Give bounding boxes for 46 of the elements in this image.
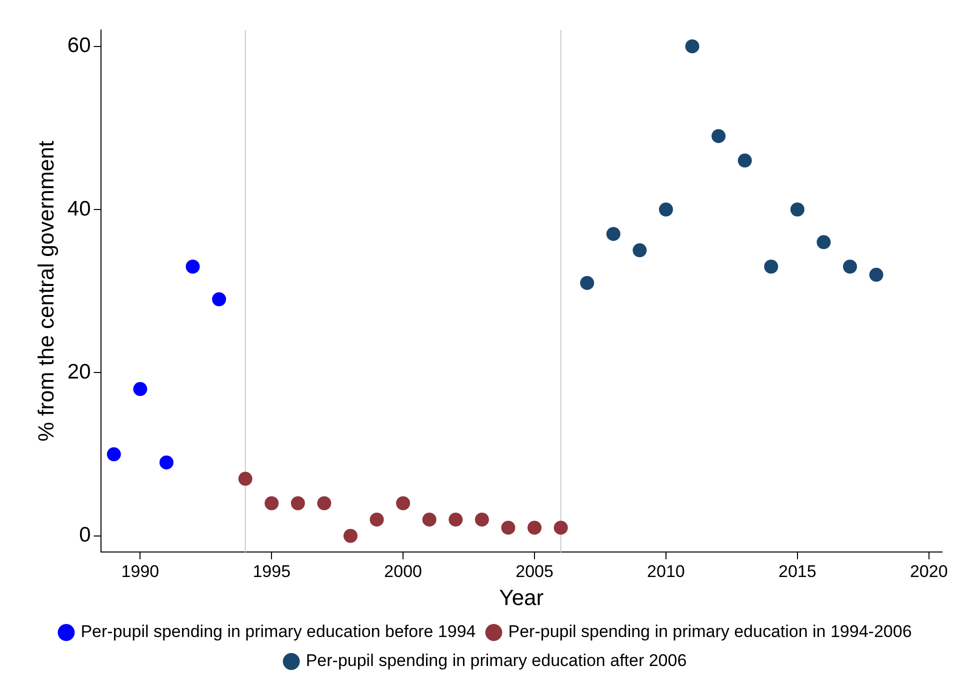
point <box>106 447 121 462</box>
point <box>685 39 700 54</box>
y-tick-label: 40 <box>67 197 91 220</box>
point <box>501 520 516 535</box>
x-tick-label: 2015 <box>778 562 816 582</box>
legend-label: Per-pupil spending in primary education in 1994-2006 <box>508 622 912 642</box>
point <box>816 235 831 250</box>
point <box>474 512 489 527</box>
y-tick-label: 60 <box>67 34 91 58</box>
point <box>186 260 200 274</box>
point <box>528 520 542 535</box>
point <box>422 512 436 527</box>
legend-label: Per-pupil spending in primary education after 2006 <box>306 651 687 670</box>
y-axis-title: % from the central government <box>33 140 58 442</box>
point <box>133 382 148 396</box>
point <box>238 472 252 486</box>
point <box>842 260 857 274</box>
x-tick-label: 2005 <box>516 562 554 582</box>
point <box>212 292 226 306</box>
point <box>317 496 332 510</box>
point <box>790 202 804 217</box>
point <box>580 276 594 290</box>
point <box>370 512 384 527</box>
point <box>554 520 568 535</box>
x-tick-label: 1995 <box>252 562 291 582</box>
point <box>712 129 726 144</box>
x-tick-label: 1990 <box>121 562 160 582</box>
point <box>344 528 358 543</box>
point <box>448 512 463 527</box>
legend-label: Per-pupil spending in primary education before 1994 <box>80 622 476 642</box>
x-tick-label: 2010 <box>647 562 685 582</box>
point <box>658 202 673 217</box>
x-tick-label: 2000 <box>384 562 422 582</box>
point <box>632 243 647 258</box>
point <box>159 455 174 470</box>
x-axis-title: Year <box>499 584 544 610</box>
x-tick-label: 2020 <box>910 562 948 582</box>
y-tick-label: 0 <box>79 524 91 547</box>
y-tick-label: 20 <box>67 360 91 384</box>
point <box>264 496 279 510</box>
point <box>869 268 884 282</box>
point <box>738 154 752 168</box>
point <box>606 226 620 241</box>
point <box>290 496 305 510</box>
point <box>396 496 410 510</box>
point <box>764 260 778 274</box>
